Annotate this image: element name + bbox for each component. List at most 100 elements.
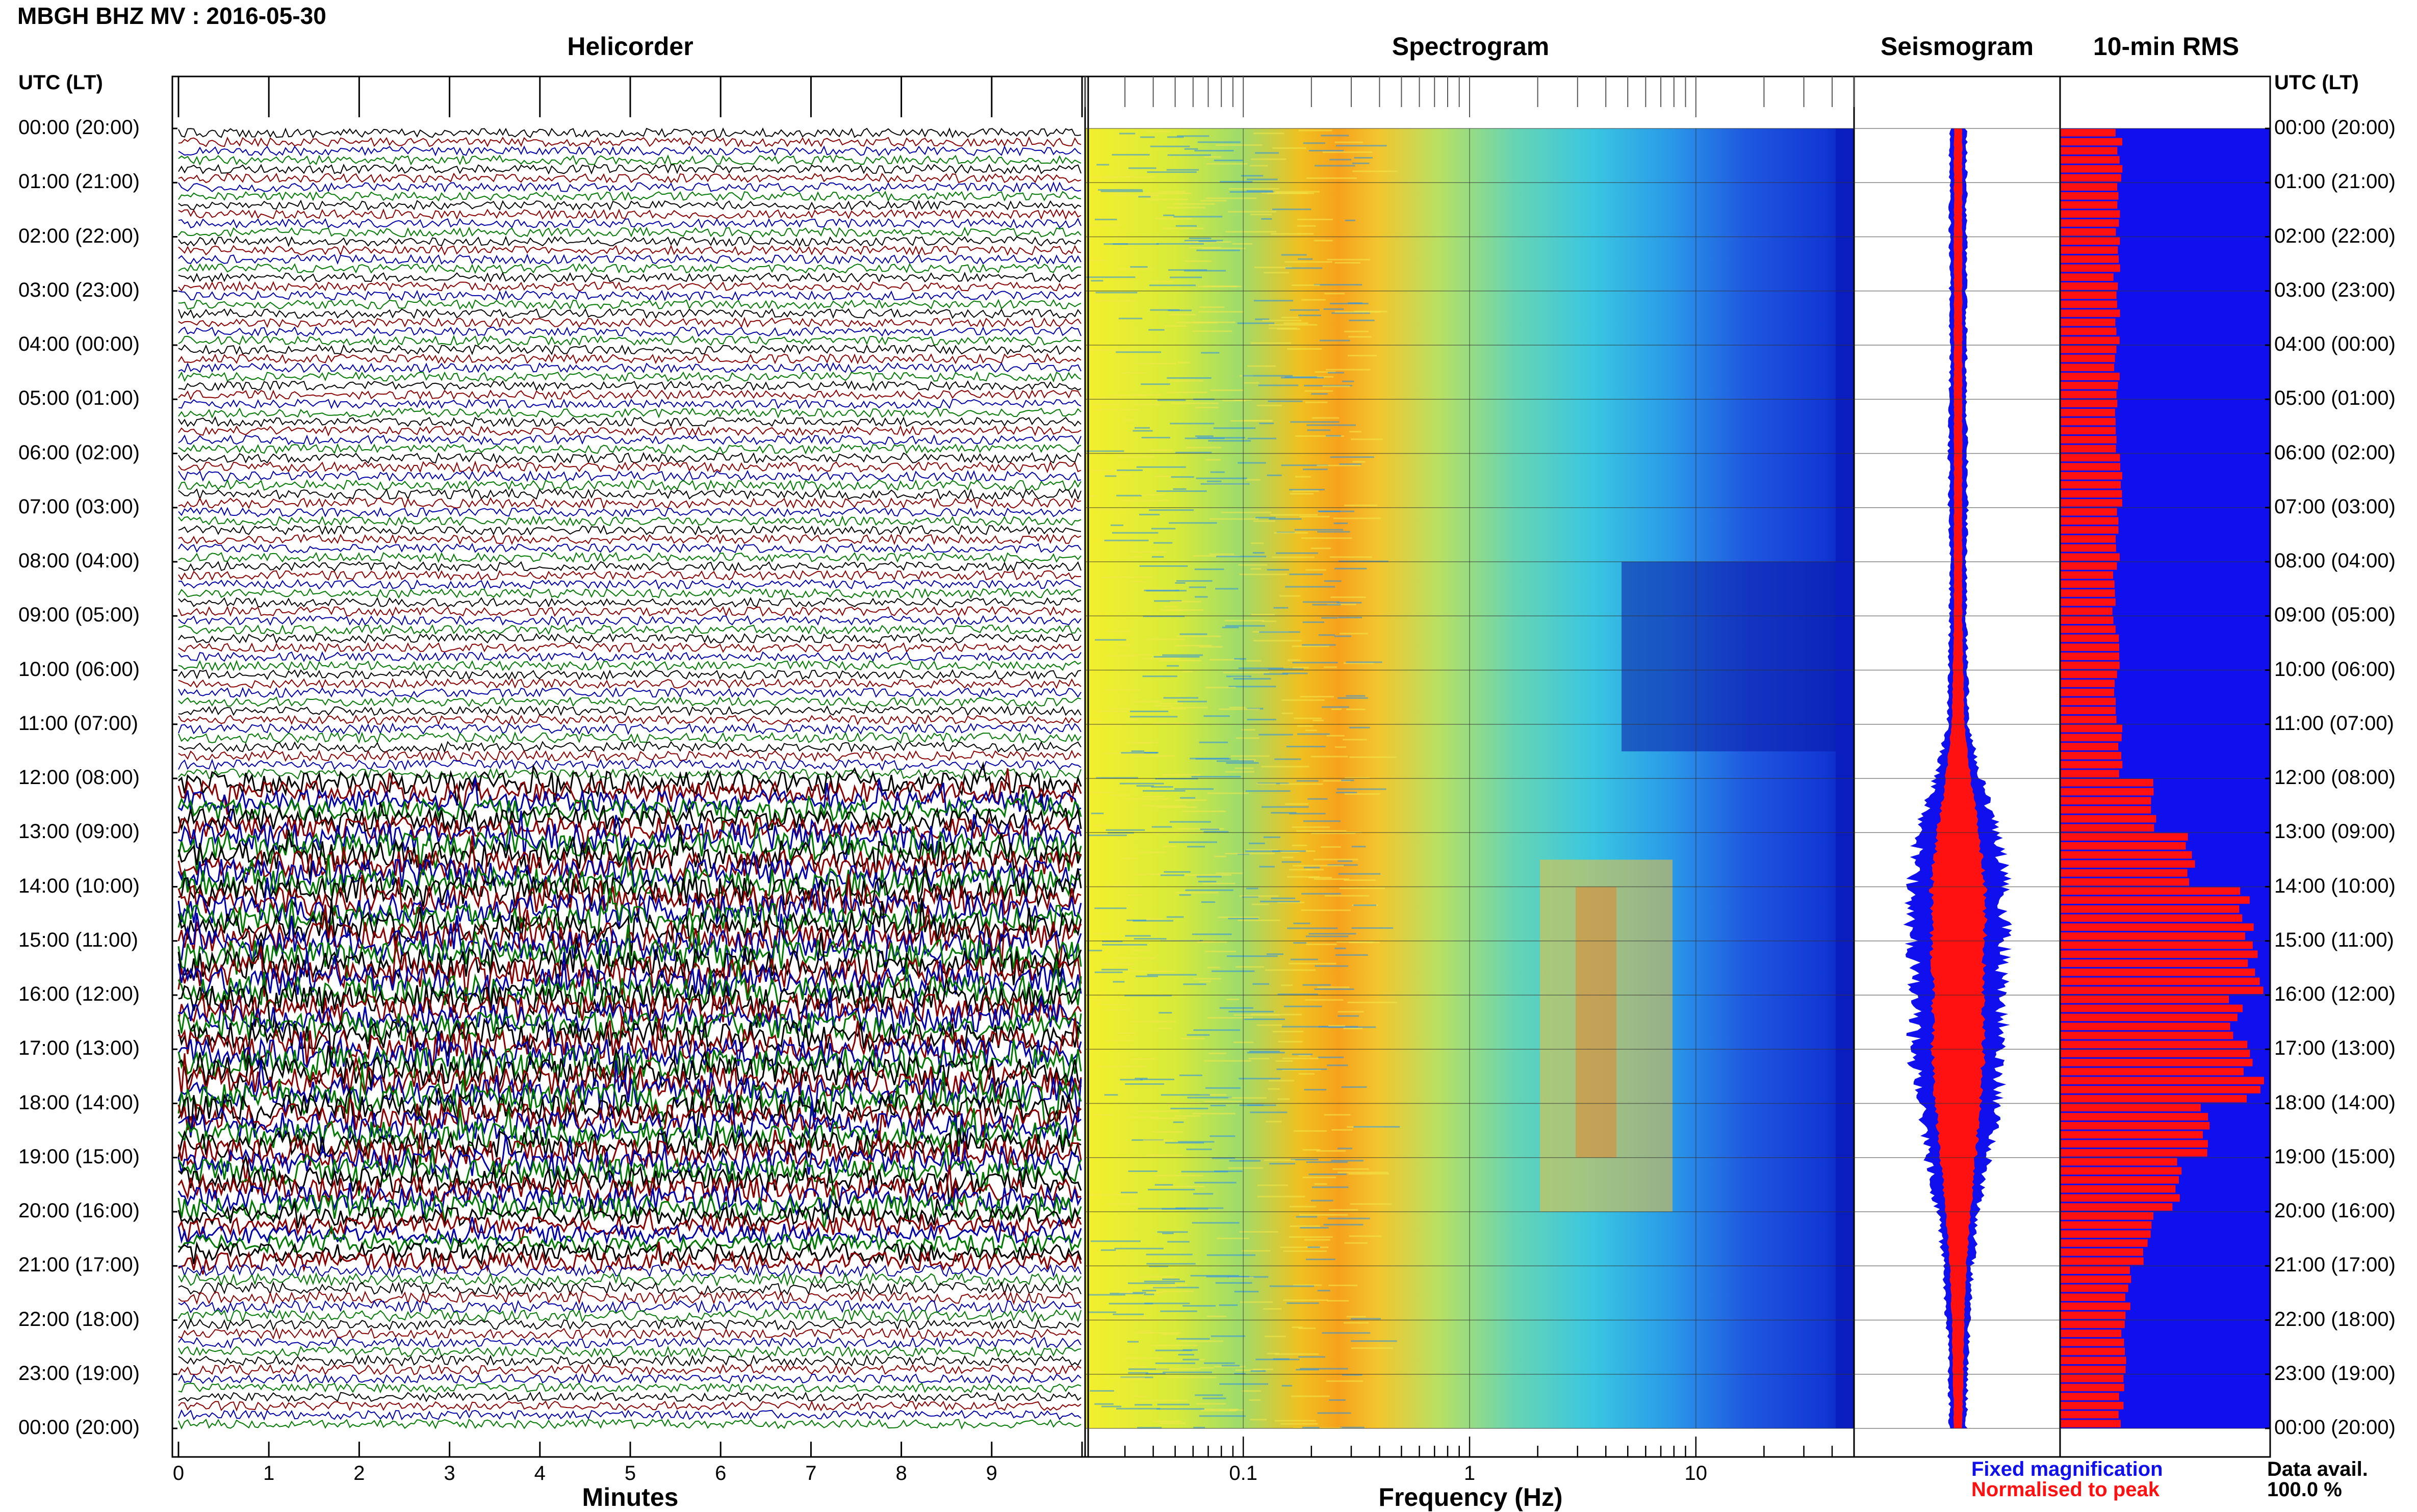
spectrogram-streak: [1305, 999, 1344, 1001]
spectrogram-streak: [1210, 1135, 1236, 1137]
spectrogram-streak: [1101, 969, 1128, 971]
spectrogram-streak: [1198, 240, 1217, 242]
helicorder-trace: [178, 515, 1082, 527]
spectrogram-streak: [1277, 993, 1318, 995]
spectrogram-streak: [1331, 1129, 1353, 1131]
spectrogram-streak: [1138, 1330, 1152, 1332]
spectrogram-streak: [1235, 1369, 1262, 1371]
rms-bar: [2060, 210, 2120, 218]
spectrogram-streak: [1312, 1186, 1349, 1188]
spectrogram-streak: [1151, 528, 1176, 530]
helicorder-trace: [178, 299, 1082, 310]
helicorder-x-tick-label: 6: [715, 1462, 727, 1484]
spectrogram-streak: [1101, 1405, 1122, 1407]
helicorder-trace: [177, 932, 1082, 994]
rms-bar: [2060, 968, 2255, 976]
helicorder-trace: [178, 677, 1082, 689]
spectrogram-streak: [1270, 514, 1318, 516]
spectrogram-streak: [1327, 1217, 1370, 1219]
spectrogram-streak: [1131, 750, 1144, 752]
spectrogram-streak: [1269, 518, 1302, 520]
spectrogram-streak: [1326, 735, 1345, 737]
row-label-left: 11:00 (07:00): [18, 712, 138, 735]
spectrogram-streak: [1162, 654, 1203, 656]
spectrogram-streak: [1336, 788, 1386, 790]
spectrogram-streak: [1085, 397, 1119, 399]
spectrogram-streak: [1144, 751, 1159, 753]
spectrogram-streak: [1109, 1302, 1153, 1305]
rms-bar: [2060, 1023, 2230, 1030]
spectrogram-streak: [1088, 950, 1102, 952]
spectrogram-streak: [1324, 666, 1337, 668]
spectrogram-streak: [1195, 596, 1208, 598]
rms-bar: [2060, 228, 2116, 236]
spectrogram-streak: [1347, 1001, 1397, 1003]
spectrogram-streak: [1242, 1390, 1262, 1392]
row-label-right: 18:00 (14:00): [2274, 1091, 2396, 1114]
rms-bar: [2060, 300, 2117, 308]
helicorder-trace: [177, 1164, 1082, 1212]
rms-bar: [2060, 1239, 2148, 1247]
helicorder-trace: [178, 552, 1082, 563]
spectrogram-streak: [1264, 673, 1289, 675]
spectrogram-streak: [1121, 752, 1158, 754]
helicorder-trace: [178, 642, 1082, 653]
rms-bar: [2060, 977, 2260, 985]
spectrogram-streak: [1088, 1294, 1125, 1296]
spectrogram-streak: [1301, 909, 1351, 911]
spectrogram-streak: [1139, 1399, 1188, 1401]
spectrogram-streak: [1311, 393, 1328, 395]
spectrogram-streak: [1251, 158, 1287, 160]
spectrogram-streak: [1245, 790, 1291, 792]
spectrogram-streak: [1298, 1356, 1325, 1358]
spectrogram-streak: [1296, 1369, 1319, 1371]
spectrogram-streak: [1272, 1031, 1304, 1033]
spectrogram-streak: [1293, 667, 1309, 669]
spectrogram-streak: [1292, 662, 1338, 664]
spectrogram-streak: [1146, 1263, 1196, 1265]
spectrogram-streak: [1098, 1004, 1125, 1006]
spectrogram-streak: [1229, 1160, 1261, 1162]
spectrogram-streak: [1145, 198, 1188, 200]
spectrogram-streak: [1293, 942, 1306, 944]
spectrogram-streak: [1154, 1175, 1203, 1177]
helicorder-trace: [178, 1290, 1082, 1306]
rms-bar: [2060, 616, 2114, 624]
spectrogram-streak: [1151, 826, 1172, 828]
helicorder-trace: [177, 1217, 1082, 1247]
helicorder-trace: [177, 790, 1082, 833]
spectrogram-streak: [1192, 1113, 1236, 1115]
spectrogram-streak: [1304, 390, 1333, 392]
spectrogram-streak: [1328, 1026, 1376, 1028]
spectrogram-streak: [1289, 1206, 1317, 1208]
spectrogram-streak: [1178, 1353, 1194, 1355]
spectrogram-streak: [1251, 903, 1269, 905]
spectrogram-streak: [1090, 724, 1122, 726]
rms-bar: [2060, 490, 2122, 498]
spectrogram-streak: [1147, 974, 1197, 976]
helicorder-x-tick-label: 4: [534, 1462, 546, 1484]
spectrogram-streak: [1107, 655, 1137, 657]
spectrogram-streak: [1339, 633, 1369, 635]
spectrogram-streak: [1285, 586, 1335, 588]
spectrogram-streak: [1149, 509, 1194, 511]
spectrogram-streak: [1234, 658, 1246, 660]
helicorder-trace: [178, 290, 1082, 302]
helicorder-trace: [177, 1086, 1082, 1138]
spectrogram-streak: [1156, 490, 1207, 492]
row-label-left: 09:00 (05:00): [18, 604, 140, 627]
spectrogram-streak: [1228, 188, 1280, 190]
spectrogram-streak: [1273, 1358, 1290, 1360]
rms-bar: [2060, 878, 2190, 886]
rms-bar: [2060, 1113, 2208, 1120]
rms-bar: [2060, 607, 2113, 615]
spectrogram-streak: [1353, 904, 1377, 906]
rms-bar: [2060, 1040, 2248, 1049]
helicorder-trace: [178, 1391, 1082, 1402]
spectrogram-streak: [1281, 317, 1299, 319]
helicorder-x-tick-label: 9: [986, 1462, 997, 1484]
spectrogram-streak: [1114, 1247, 1164, 1249]
spectrogram-streak: [1313, 719, 1324, 721]
spectrogram-streak: [1104, 1094, 1118, 1096]
spectrogram-streak: [1174, 1115, 1201, 1117]
